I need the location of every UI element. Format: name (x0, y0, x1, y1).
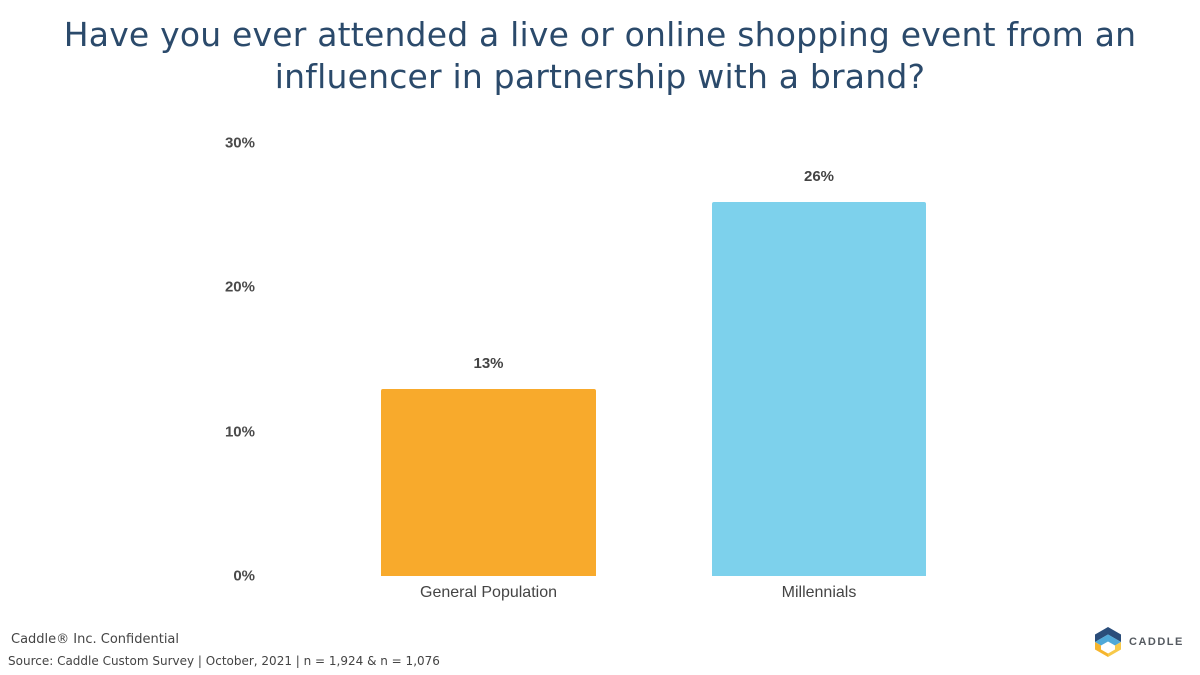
category-label-general-population: General Population (420, 584, 557, 601)
caddle-hexagon-logo-icon (1095, 627, 1121, 657)
bar-value-label-millennials: 26% (803, 168, 835, 185)
y-tick-0: 0% (233, 567, 255, 585)
y-tick-20: 20% (224, 278, 255, 296)
confidential-notice: Caddle® Inc. Confidential (11, 632, 180, 647)
bar-millennials (712, 202, 926, 576)
y-tick-10: 10% (224, 423, 255, 441)
y-tick-30: 30% (224, 134, 255, 152)
chart-title-line-1: Have you ever attended a live or online … (63, 15, 1137, 54)
chart-title-line-2: influencer in partnership with a brand? (274, 57, 926, 96)
source-note: Source: Caddle Custom Survey | October, … (8, 654, 440, 668)
caddle-logo: CADDLE (1093, 626, 1184, 658)
bar-value-label-general-population: 13% (473, 355, 504, 372)
bar-general-population (381, 389, 596, 576)
logo-text: CADDLE (1129, 636, 1184, 648)
category-label-millennials: Millennials (781, 584, 857, 601)
chart-title: Have you ever attended a live or online … (0, 14, 1200, 98)
